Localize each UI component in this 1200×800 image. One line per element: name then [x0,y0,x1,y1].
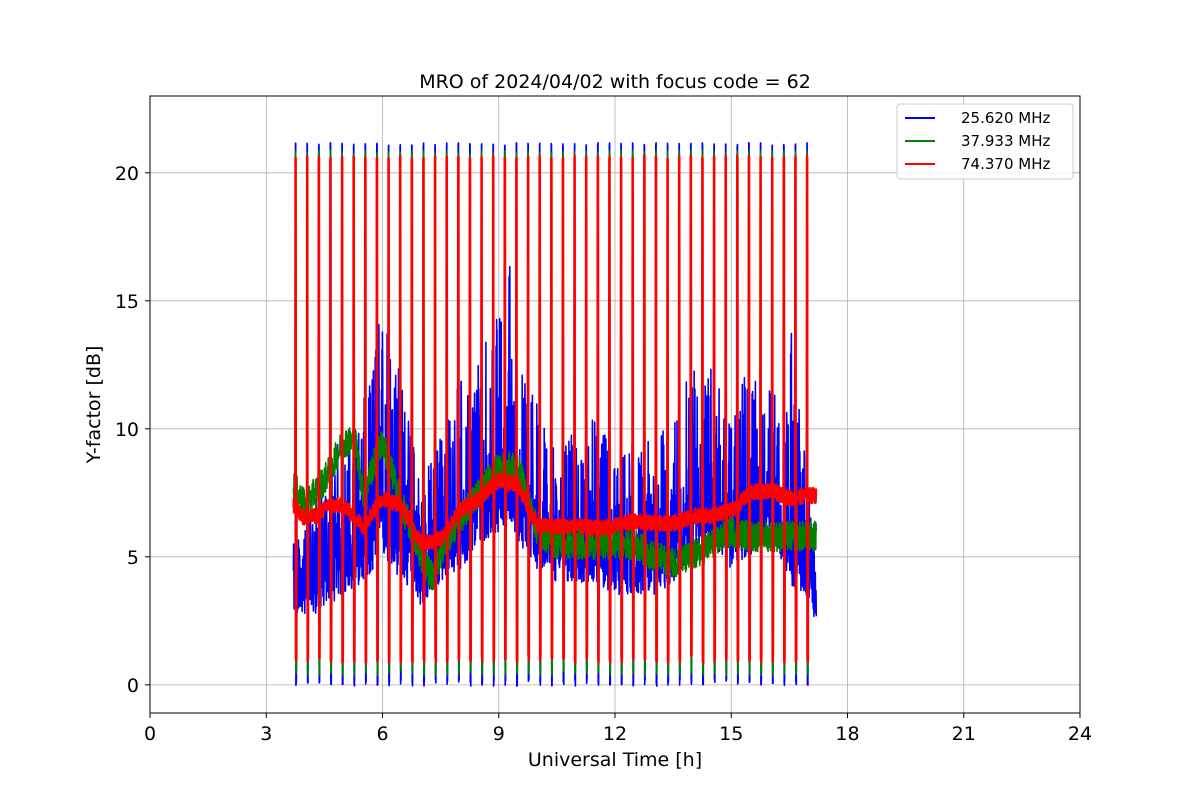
legend-label: 25.620 MHz [961,109,1050,127]
x-tick-label: 6 [376,723,388,745]
x-tick-label: 24 [1068,723,1092,745]
x-tick-label: 12 [603,723,627,745]
x-tick-label: 3 [260,723,272,745]
x-axis-ticks: 0 3 6 9 12 15 18 21 24 [144,713,1092,745]
x-tick-label: 15 [719,723,743,745]
legend-label: 37.933 MHz [961,132,1050,150]
y-axis-label: Y-factor [dB] [83,346,105,465]
series-layer [292,141,818,687]
y-axis-ticks: 0 5 10 15 20 [115,163,150,697]
legend: 25.620 MHz 37.933 MHz 74.370 MHz [896,103,1074,180]
x-axis-label: Universal Time [h] [528,749,702,771]
series-line-3 [292,154,818,665]
chart-title: MRO of 2024/04/02 with focus code = 62 [419,71,811,93]
legend-label: 74.370 MHz [961,155,1050,173]
y-tick-label: 0 [127,675,139,697]
x-tick-label: 18 [835,723,859,745]
x-tick-label: 21 [952,723,976,745]
y-tick-label: 10 [115,419,139,441]
y-tick-label: 20 [115,163,139,185]
x-tick-label: 9 [493,723,505,745]
legend-box [896,103,1074,180]
series-line-2 [292,149,818,677]
x-tick-label: 0 [144,723,156,745]
y-tick-label: 5 [127,547,139,569]
y-tick-label: 15 [115,291,139,313]
